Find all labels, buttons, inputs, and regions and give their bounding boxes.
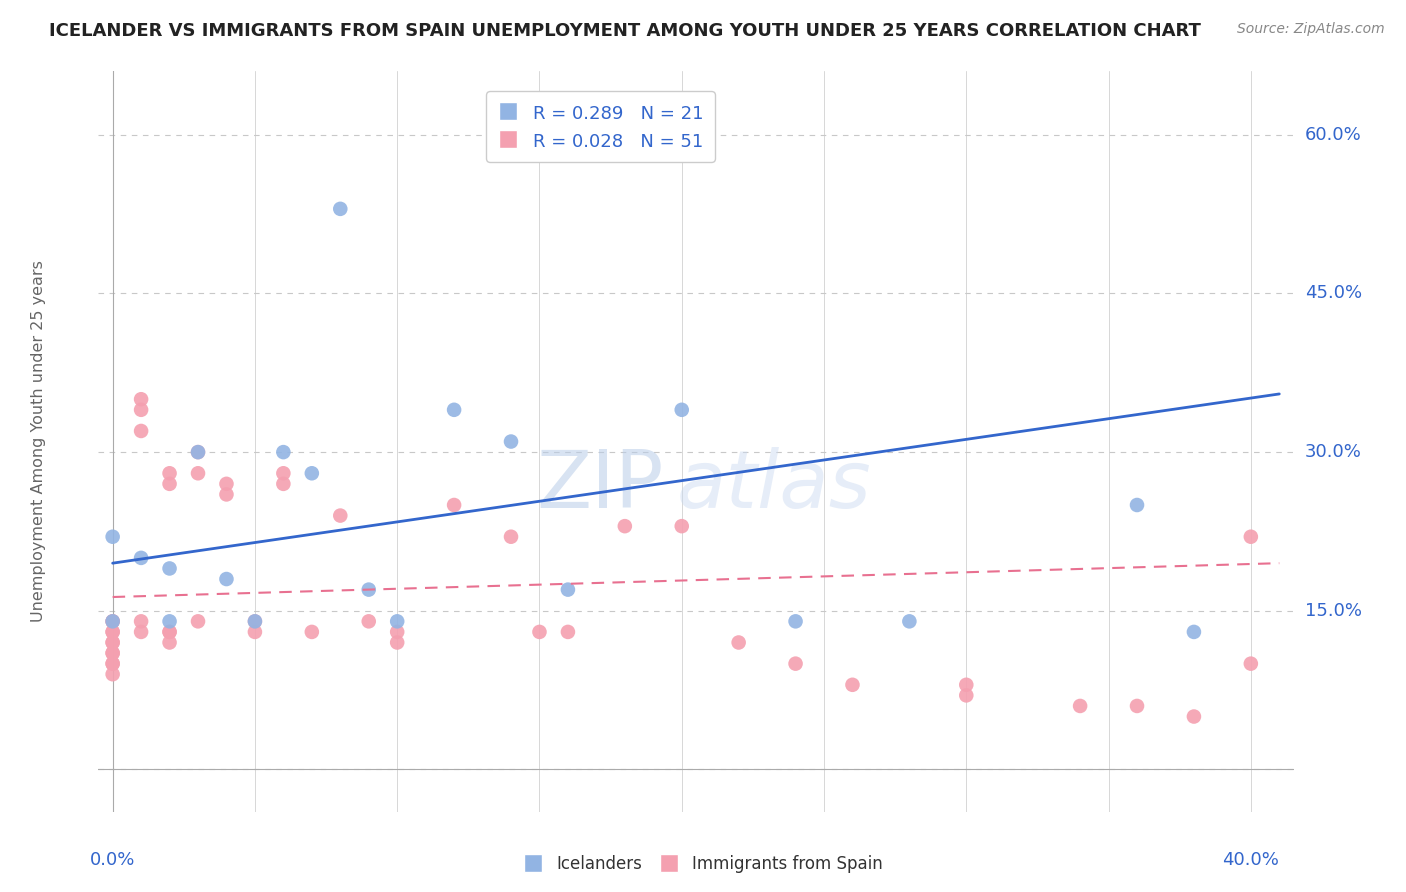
Point <box>129 624 152 639</box>
Point <box>1126 498 1149 512</box>
Point <box>785 657 807 671</box>
Text: 40.0%: 40.0% <box>1222 851 1279 869</box>
Point <box>273 467 295 481</box>
Point <box>671 402 693 417</box>
Point <box>129 424 152 438</box>
Point <box>101 624 124 639</box>
Point <box>841 678 863 692</box>
Point <box>1240 657 1263 671</box>
Point <box>329 508 352 523</box>
Point <box>101 646 124 660</box>
Text: Source: ZipAtlas.com: Source: ZipAtlas.com <box>1237 22 1385 37</box>
Text: ZIP: ZIP <box>537 447 664 525</box>
Point <box>159 476 181 491</box>
Point <box>129 392 152 407</box>
Point <box>101 615 124 629</box>
Point <box>243 615 266 629</box>
Text: 15.0%: 15.0% <box>1305 602 1361 620</box>
Point <box>159 615 181 629</box>
Point <box>215 572 238 586</box>
Point <box>159 635 181 649</box>
Point <box>443 402 465 417</box>
Point <box>159 561 181 575</box>
Point <box>357 582 380 597</box>
Point <box>727 635 749 649</box>
Point <box>357 615 380 629</box>
Point <box>187 615 209 629</box>
Text: atlas: atlas <box>676 447 872 525</box>
Point <box>101 635 124 649</box>
Point <box>329 202 352 216</box>
Point <box>101 615 124 629</box>
Point <box>101 667 124 681</box>
Point <box>301 624 323 639</box>
Point <box>613 519 636 533</box>
Point <box>101 646 124 660</box>
Point <box>273 445 295 459</box>
Point <box>557 624 579 639</box>
Point <box>273 476 295 491</box>
Point <box>129 615 152 629</box>
Point <box>385 635 409 649</box>
Point <box>671 519 693 533</box>
Point <box>187 445 209 459</box>
Point <box>159 467 181 481</box>
Text: 45.0%: 45.0% <box>1305 285 1362 302</box>
Text: 30.0%: 30.0% <box>1305 443 1361 461</box>
Point <box>385 615 409 629</box>
Point <box>557 582 579 597</box>
Point <box>385 624 409 639</box>
Point <box>1182 624 1205 639</box>
Point <box>101 635 124 649</box>
Point <box>215 476 238 491</box>
Text: ICELANDER VS IMMIGRANTS FROM SPAIN UNEMPLOYMENT AMONG YOUTH UNDER 25 YEARS CORRE: ICELANDER VS IMMIGRANTS FROM SPAIN UNEMP… <box>49 22 1201 40</box>
Point <box>443 498 465 512</box>
Point <box>129 402 152 417</box>
Text: Unemployment Among Youth under 25 years: Unemployment Among Youth under 25 years <box>31 260 46 623</box>
Text: 60.0%: 60.0% <box>1305 126 1361 144</box>
Point <box>243 624 266 639</box>
Legend: Icelanders, Immigrants from Spain: Icelanders, Immigrants from Spain <box>516 848 890 880</box>
Point <box>243 615 266 629</box>
Point <box>955 689 977 703</box>
Point <box>1182 709 1205 723</box>
Point <box>101 615 124 629</box>
Point <box>187 467 209 481</box>
Point <box>129 550 152 565</box>
Point <box>301 467 323 481</box>
Point <box>101 657 124 671</box>
Point <box>1069 698 1091 713</box>
Point <box>159 624 181 639</box>
Point <box>101 657 124 671</box>
Text: 0.0%: 0.0% <box>90 851 135 869</box>
Point <box>187 445 209 459</box>
Point <box>499 434 522 449</box>
Point <box>159 624 181 639</box>
Point <box>1126 698 1149 713</box>
Point <box>499 530 522 544</box>
Point <box>955 678 977 692</box>
Legend: R = 0.289   N = 21, R = 0.028   N = 51: R = 0.289 N = 21, R = 0.028 N = 51 <box>486 92 714 162</box>
Point <box>215 487 238 501</box>
Point <box>101 530 124 544</box>
Point <box>898 615 921 629</box>
Point <box>785 615 807 629</box>
Point <box>1240 530 1263 544</box>
Point <box>101 624 124 639</box>
Point <box>529 624 551 639</box>
